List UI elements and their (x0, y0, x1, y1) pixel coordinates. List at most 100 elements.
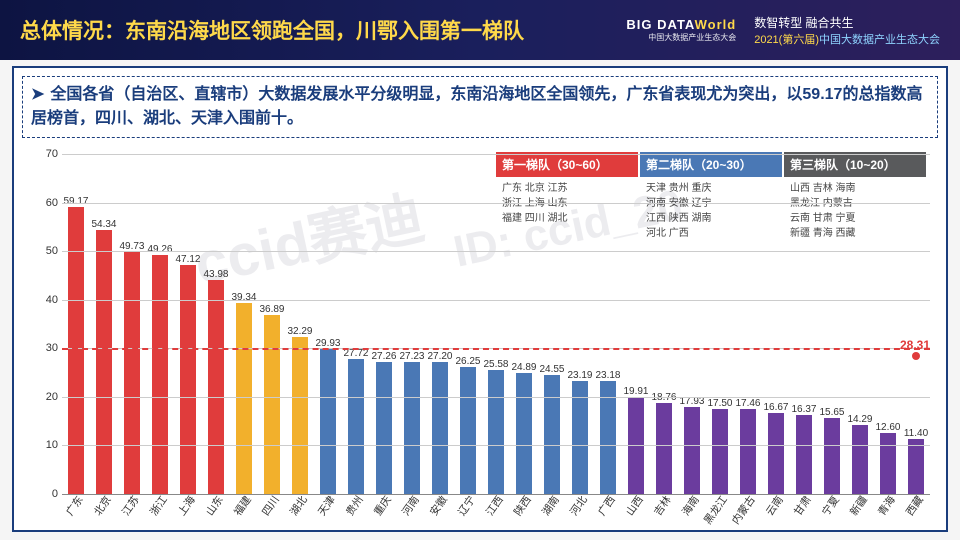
bar-item: 49.26浙江 (146, 154, 174, 494)
bar: 32.29 (292, 337, 309, 494)
bar: 39.34 (236, 303, 253, 494)
bar-value: 39.34 (229, 292, 259, 303)
event-logo: BIG DATAWorld 中国大数据产业生态大会 (626, 17, 736, 43)
bar-label: 浙江 (146, 493, 170, 519)
bar-label: 贵州 (342, 493, 366, 519)
bar-item: 36.89四川 (258, 154, 286, 494)
event-tagline: 数智转型 融合共生 2021(第六届)中国大数据产业生态大会 (754, 14, 940, 47)
bar-label: 甘肃 (790, 493, 814, 519)
bar-value: 29.93 (313, 338, 343, 349)
bar: 16.67 (768, 413, 785, 494)
bar-item: 27.26重庆 (370, 154, 398, 494)
average-label: 28.31 (900, 338, 930, 352)
bar: 12.60 (880, 433, 897, 494)
bar-item: 23.19河北 (566, 154, 594, 494)
bar-label: 黑龙江 (700, 493, 730, 527)
chart-plot: 第一梯队（30~60）第二梯队（20~30）第三梯队（10~20）广东 北京 江… (62, 154, 930, 494)
bar-value: 15.65 (817, 407, 847, 418)
bar-label: 海南 (678, 493, 702, 519)
bar-label: 安徽 (426, 493, 450, 519)
bar-item: 24.89陕西 (510, 154, 538, 494)
bar-item: 25.58江西 (482, 154, 510, 494)
bars-container: 59.17广东54.34北京49.73江苏49.26浙江47.12上海43.98… (62, 154, 930, 494)
bar: 25.58 (488, 370, 505, 494)
bar-label: 福建 (230, 493, 254, 519)
bar: 23.19 (572, 381, 589, 494)
bar-value: 14.29 (845, 414, 875, 425)
bar-item: 16.37甘肃 (790, 154, 818, 494)
bar-label: 新疆 (846, 493, 870, 519)
chart-area: ccid赛迪 ID: ccid_20 第一梯队（30~60）第二梯队（20~30… (22, 154, 938, 524)
bar: 27.20 (432, 362, 449, 494)
bar-item: 15.65宁夏 (818, 154, 846, 494)
bar-value: 49.26 (145, 244, 175, 255)
bar-label: 重庆 (370, 493, 394, 519)
bar: 17.93 (684, 407, 701, 494)
y-tick: 60 (32, 197, 58, 209)
bar: 26.25 (460, 367, 477, 495)
bar: 49.73 (124, 252, 141, 494)
bar-label: 江西 (482, 493, 506, 519)
bar-value: 47.12 (173, 254, 203, 265)
bar: 11.40 (908, 439, 925, 494)
bar-value: 24.55 (537, 364, 567, 375)
bar-label: 吉林 (650, 493, 674, 519)
header-bar: 总体情况：东南沿海地区领跑全国，川鄂入围第一梯队 BIG DATAWorld 中… (0, 0, 960, 60)
bar: 43.98 (208, 280, 225, 494)
bar-item: 59.17广东 (62, 154, 90, 494)
bar-label: 内蒙古 (728, 493, 758, 527)
bar: 24.55 (544, 375, 561, 494)
bar-value: 24.89 (509, 362, 539, 373)
summary-box: ➤全国各省（自治区、直辖市）大数据发展水平分级明显，东南沿海地区全国领先，广东省… (22, 76, 938, 138)
bar: 16.37 (796, 415, 813, 495)
bar-label: 西藏 (902, 493, 926, 519)
bar-item: 27.72贵州 (342, 154, 370, 494)
bar: 49.26 (152, 255, 169, 494)
bar-value: 26.25 (453, 356, 483, 367)
bar-label: 河南 (398, 493, 422, 519)
bar: 54.34 (96, 230, 113, 494)
bar: 17.50 (712, 409, 729, 494)
bar: 29.93 (320, 349, 337, 494)
slide-title: 总体情况：东南沿海地区领跑全国，川鄂入围第一梯队 (20, 15, 626, 45)
bar-item: 14.29新疆 (846, 154, 874, 494)
bar-label: 青海 (874, 493, 898, 519)
bar-item: 24.55湖南 (538, 154, 566, 494)
bar: 18.76 (656, 403, 673, 494)
bar-value: 32.29 (285, 326, 315, 337)
average-marker (912, 352, 920, 360)
bar-label: 江苏 (118, 493, 142, 519)
bar: 59.17 (68, 207, 85, 494)
axis-baseline (62, 494, 930, 495)
bar-value: 16.67 (761, 402, 791, 413)
bar-value: 19.91 (621, 386, 651, 397)
bar-item: 47.12上海 (174, 154, 202, 494)
bar-item: 54.34北京 (90, 154, 118, 494)
bar-value: 17.46 (733, 398, 763, 409)
bar-value: 27.23 (397, 351, 427, 362)
bar-label: 湖南 (538, 493, 562, 519)
bar: 27.26 (376, 362, 393, 494)
y-tick: 30 (32, 342, 58, 354)
bar-item: 26.25辽宁 (454, 154, 482, 494)
bar: 14.29 (852, 425, 869, 494)
y-tick: 40 (32, 294, 58, 306)
bar-value: 43.98 (201, 269, 231, 280)
bar: 27.23 (404, 362, 421, 494)
content-frame: ➤全国各省（自治区、直辖市）大数据发展水平分级明显，东南沿海地区全国领先，广东省… (12, 66, 948, 532)
bar-label: 云南 (762, 493, 786, 519)
bar-item: 39.34福建 (230, 154, 258, 494)
summary-text: 全国各省（自治区、直辖市）大数据发展水平分级明显，东南沿海地区全国领先，广东省表… (31, 86, 922, 127)
bar-item: 27.20安徽 (426, 154, 454, 494)
bar-label: 广西 (594, 493, 618, 519)
bar: 23.18 (600, 381, 617, 494)
bar-value: 11.40 (901, 428, 931, 439)
bar-value: 59.17 (61, 196, 91, 207)
bar-label: 陕西 (510, 493, 534, 519)
gridline (62, 445, 930, 446)
bar-label: 山东 (202, 493, 226, 519)
y-tick: 20 (32, 391, 58, 403)
bar-label: 湖北 (286, 493, 310, 519)
bar-item: 32.29湖北 (286, 154, 314, 494)
bar-value: 27.20 (425, 351, 455, 362)
